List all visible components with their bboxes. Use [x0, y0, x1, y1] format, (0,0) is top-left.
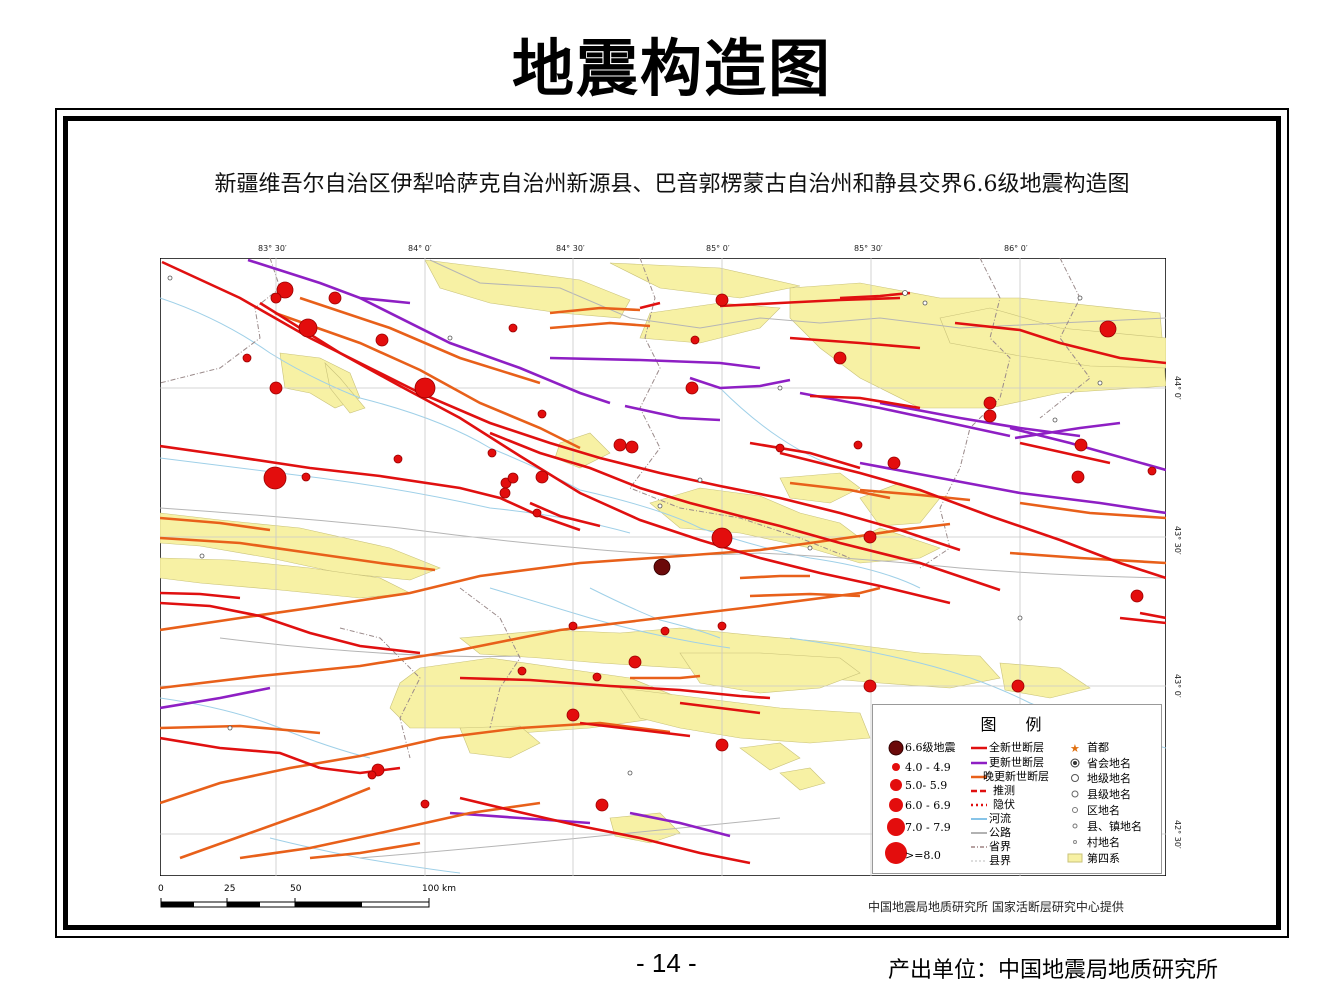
- legend-place-label: 第四系: [1087, 852, 1120, 865]
- legend-quake-symbols: [885, 740, 907, 864]
- legend-line-label: 全新世断层: [989, 741, 1044, 754]
- legend-quake-label: 6.0 - 6.9: [905, 799, 951, 812]
- legend-quake-m6-icon: [889, 798, 903, 812]
- legend-quake-m4-icon: [892, 763, 900, 771]
- page-number: - 14 -: [636, 948, 697, 978]
- legend-place-label: 首都: [1087, 741, 1109, 754]
- legend-provincial-capital-icon: [1073, 761, 1077, 765]
- scale-bar: 0 25 50 100 km: [158, 884, 460, 914]
- scale-label: 100 km: [422, 884, 457, 894]
- longitude-label: 83° 30′: [258, 244, 287, 253]
- page-title: 地震构造图: [511, 32, 832, 105]
- map-frame-inner: [63, 116, 1281, 930]
- late-pleistocene-faults: [160, 296, 1166, 860]
- scale-label: 25: [224, 884, 236, 894]
- latitude-label: 43° 0′: [1173, 674, 1182, 698]
- holocene-faults: [160, 260, 1166, 865]
- longitude-label: 85° 0′: [706, 244, 730, 253]
- place-markers: [167, 275, 1103, 776]
- legend-quake-label: 6.6级地震: [905, 741, 956, 754]
- legend-line-label: 公路: [989, 826, 1011, 839]
- latitude-label: 43° 30′: [1173, 526, 1182, 555]
- legend-line-label: 省界: [989, 840, 1011, 853]
- mainshock-epicenter: [653, 558, 671, 576]
- longitude-label: 85° 30′: [854, 244, 883, 253]
- map-title: 新疆维吾尔自治区伊犁哈萨克自治州新源县、巴音郭楞蒙古自治州和静县交界6.6级地震…: [214, 172, 1130, 197]
- legend-prefecture-icon: [1071, 774, 1079, 782]
- legend-quake-label: 5.0- 5.9: [905, 779, 948, 792]
- legend-line-symbols: [971, 746, 987, 862]
- legend-line-label: 更新世断层: [989, 756, 1044, 769]
- legend-quake-m8-icon: [885, 842, 907, 864]
- legend-line-label: 县界: [989, 854, 1011, 867]
- map-credits: 中国地震局地质研究所 国家活断层研究中心提供: [868, 900, 1124, 914]
- legend-quake-label: 7.0 - 7.9: [905, 821, 951, 834]
- latitude-label: 42° 30′: [1173, 820, 1182, 849]
- legend-place-label: 县、镇地名: [1087, 820, 1142, 833]
- map-frame-outer: [55, 108, 1289, 938]
- pleistocene-faults: [160, 258, 1166, 838]
- scale-label: 50: [290, 884, 302, 894]
- legend-place-label: 区地名: [1087, 804, 1120, 817]
- longitude-label: 84° 30′: [556, 244, 585, 253]
- legend-place-label: 县级地名: [1087, 788, 1131, 801]
- longitude-label: 84° 0′: [408, 244, 432, 253]
- scale-bar-graphic: [160, 898, 430, 908]
- earthquakes: [242, 281, 1157, 812]
- latitude-label: 44° 0′: [1173, 376, 1182, 400]
- legend-town-icon: [1072, 823, 1078, 829]
- legend-mainshock-icon: [888, 740, 904, 756]
- legend-place-label: 村地名: [1087, 836, 1120, 849]
- legend-line-label: 隐伏: [993, 798, 1015, 811]
- legend-line-label: 晚更新世断层: [983, 770, 1049, 783]
- legend-place-label: 省会地名: [1087, 757, 1131, 770]
- producer-label: 产出单位：中国地震局地质研究所: [888, 958, 1219, 983]
- legend-quaternary-icon: [1067, 853, 1083, 863]
- legend-capital-icon: ★: [1070, 742, 1080, 755]
- legend-village-icon: [1073, 840, 1077, 844]
- legend-line-label: 推测: [993, 784, 1015, 797]
- legend-title: 图 例: [980, 715, 1054, 734]
- legend-district-icon: [1072, 807, 1078, 813]
- legend-county-icon: [1071, 790, 1079, 798]
- scale-label: 0: [158, 884, 164, 894]
- longitude-label: 86° 0′: [1004, 244, 1028, 253]
- legend-place-label: 地级地名: [1087, 772, 1131, 785]
- legend-place-symbols: ★: [1067, 742, 1083, 863]
- legend-line-label: 河流: [989, 812, 1011, 825]
- legend-quake-m7-icon: [887, 818, 905, 836]
- legend-quake-label: >=8.0: [905, 849, 941, 862]
- map-legend: 图 例 6.6级地震 4.0 - 4.9 5.0- 5.9 6.0 - 6.9 …: [872, 704, 1162, 874]
- legend-quake-m5-icon: [890, 779, 902, 791]
- legend-quake-label: 4.0 - 4.9: [905, 761, 951, 774]
